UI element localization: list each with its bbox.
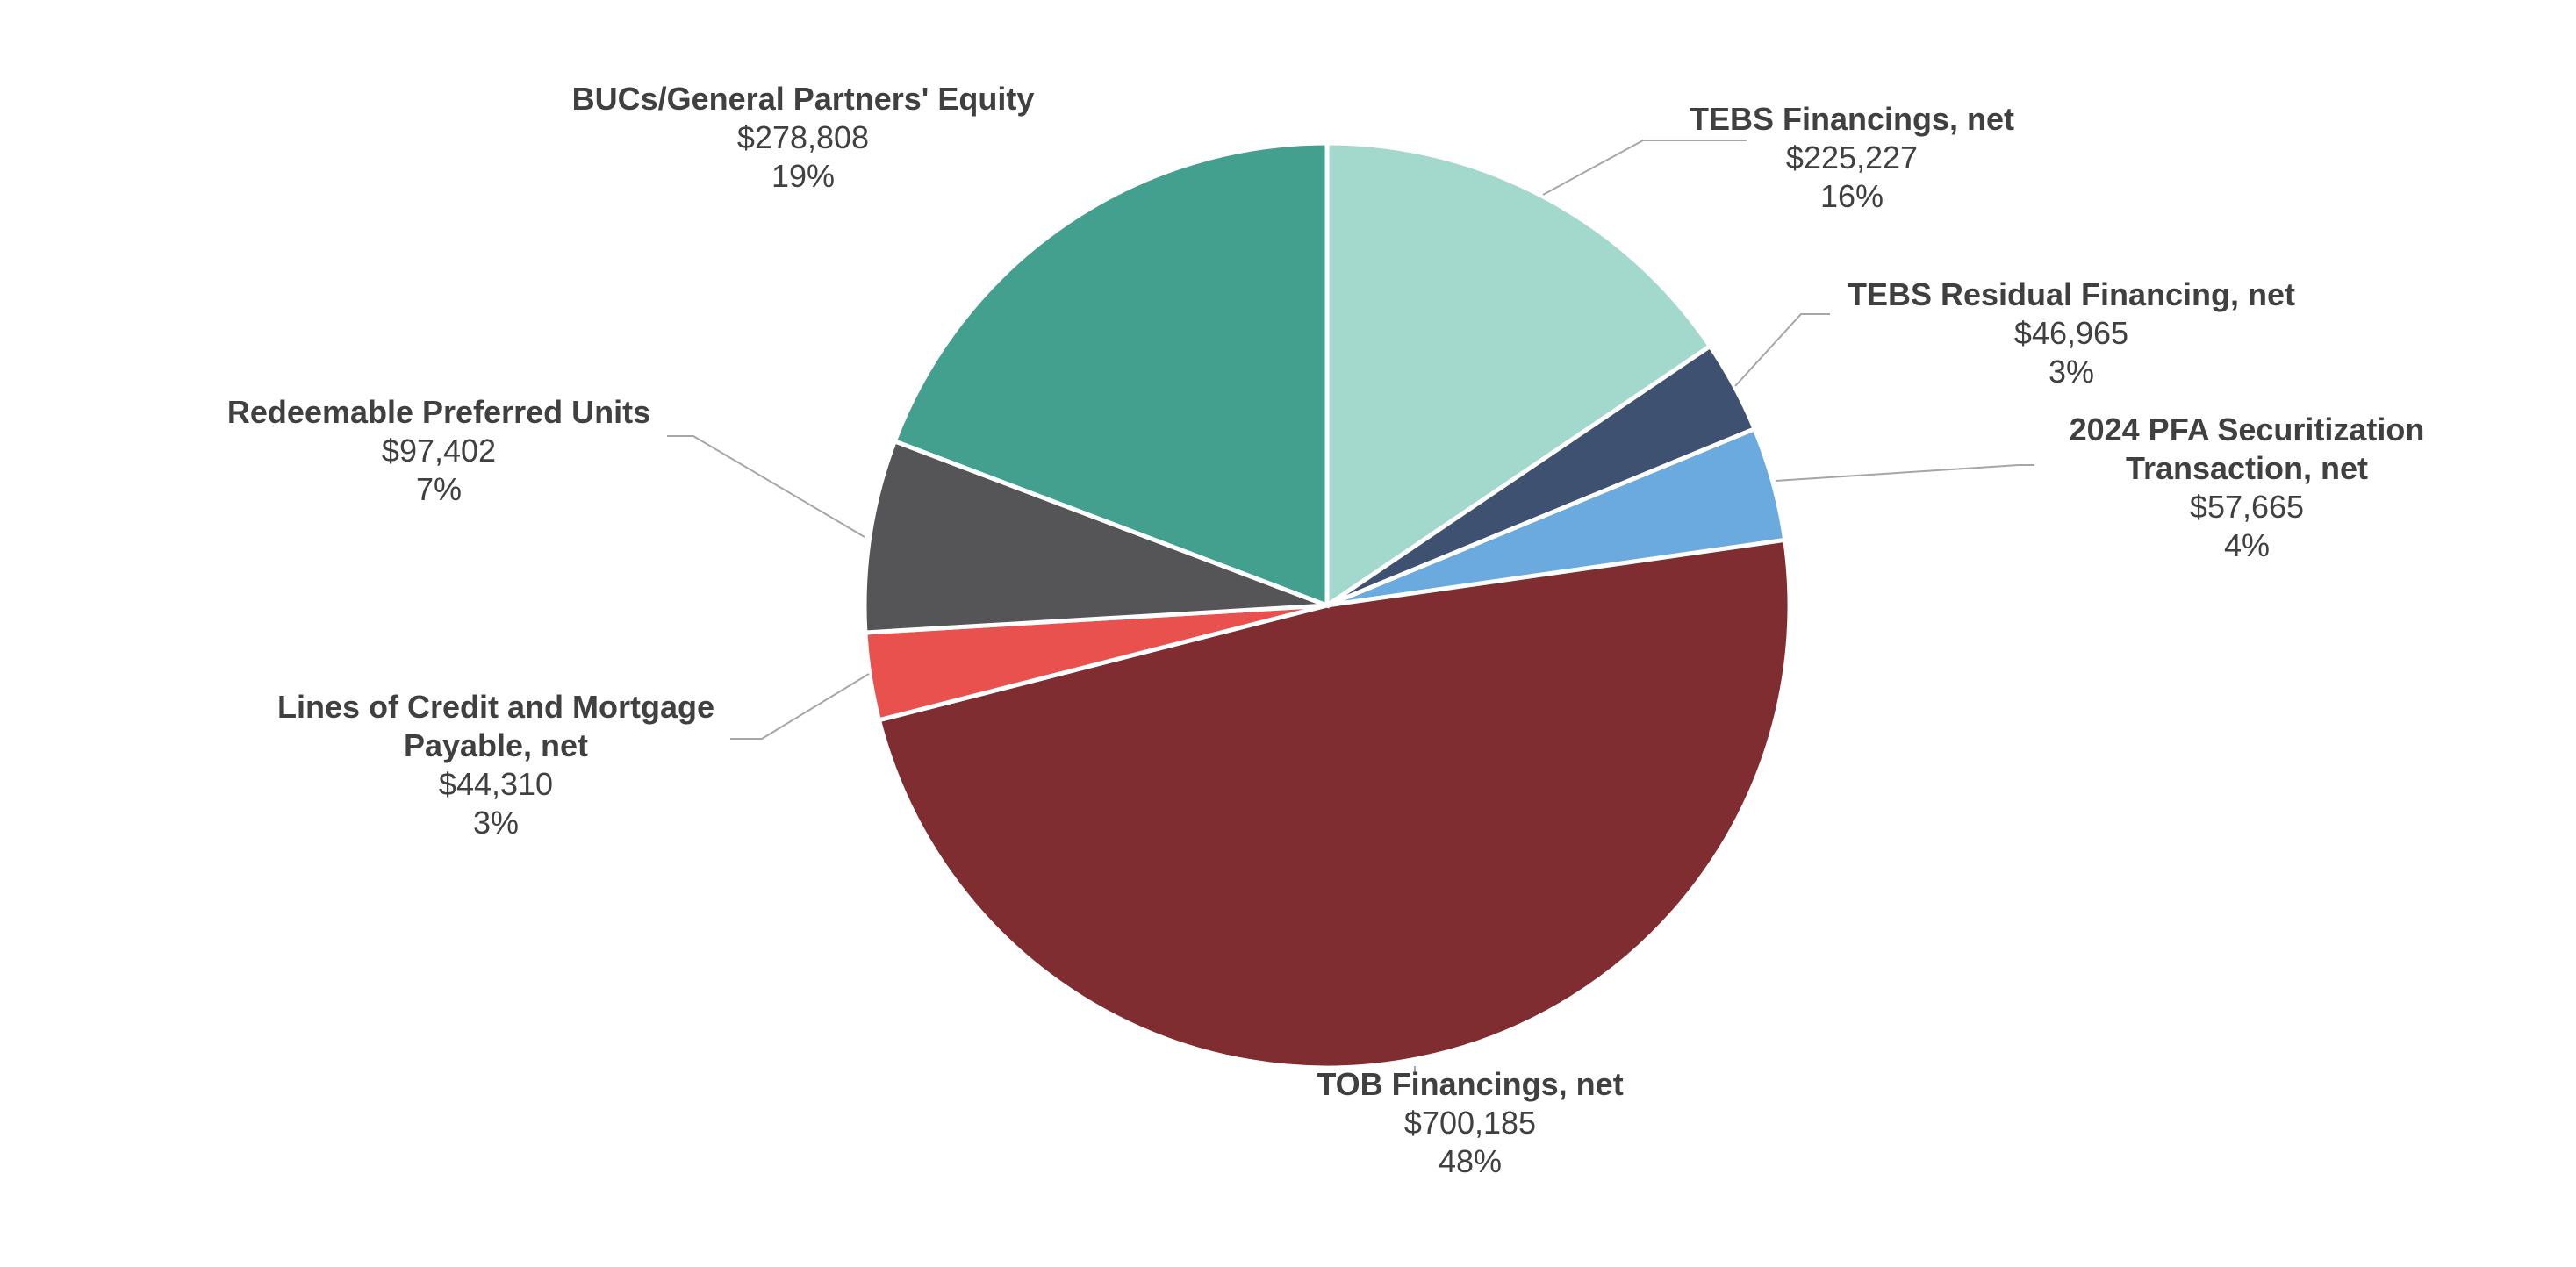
data-labels: TEBS Financings, net $225,227 16% TEBS Resi… [227, 81, 2425, 1179]
leader-line-redeemable-preferred-units [667, 435, 865, 538]
slice-name-bucs-general-partners-equity: BUCs/General Partners' Equity [572, 81, 1035, 117]
data-label-redeemable-preferred-units: Redeemable Preferred Units $97,402 7% [227, 394, 650, 507]
data-label-bucs-general-partners-equity: BUCs/General Partners' Equity $278,808 19% [572, 81, 1035, 194]
slice-percent-lines-of-credit-and-mortgage-payable-net: 3% [473, 805, 519, 841]
pie-slice-tebs-financings-net [1324, 140, 1713, 610]
slice-value-tob-financings-net: $700,185 [1404, 1105, 1536, 1141]
data-label-tebs-financings-net: TEBS Financings, net $225,227 16% [1690, 101, 2014, 214]
leader-line-lines-of-credit-and-mortgage-payable-net [730, 673, 870, 740]
slice-value-2024-pfa-securitization-transaction-net: $57,665 [2190, 489, 2304, 525]
slice-value-bucs-general-partners-equity: $278,808 [737, 119, 869, 155]
slice-value-redeemable-preferred-units: $97,402 [382, 433, 496, 469]
slice-percent-2024-pfa-securitization-transaction-net: 4% [2224, 527, 2270, 563]
data-label-2024-pfa-securitization-transaction-net: 2024 PFA Securitization Transaction, net $… [2070, 412, 2425, 563]
leader-line-tebs-financings-net [1542, 140, 1747, 196]
pie-slices [862, 140, 1792, 1070]
leader-line-tebs-residual-financing-net [1734, 313, 1830, 387]
leader-lines [667, 140, 2034, 1072]
slice-percent-tebs-financings-net: 16% [1820, 178, 1884, 214]
leader-line-2024-pfa-securitization-transaction-net [1775, 464, 2034, 482]
pie-slice-tob-financings-net [876, 537, 1792, 1070]
slice-name-redeemable-preferred-units: Redeemable Preferred Units [227, 394, 650, 430]
slice-percent-tebs-residual-financing-net: 3% [2049, 354, 2094, 390]
data-label-tob-financings-net: TOB Financings, net $700,185 48% [1317, 1066, 1623, 1179]
slice-value-tebs-financings-net: $225,227 [1786, 140, 1918, 175]
slice-value-tebs-residual-financing-net: $46,965 [2014, 315, 2128, 351]
slice-name-2024-pfa-securitization-transaction-net-line-2: Transaction, net [2126, 450, 2368, 486]
pie-slice-redeemable-preferred-units [862, 438, 1328, 635]
data-label-lines-of-credit-and-mortgage-payable-net: Lines of Credit and Mortgage Payable, net… [277, 689, 714, 841]
slice-value-lines-of-credit-and-mortgage-payable-net: $44,310 [439, 766, 553, 802]
slice-name-tebs-financings-net: TEBS Financings, net [1690, 101, 2014, 137]
data-label-tebs-residual-financing-net: TEBS Residual Financing, net $46,965 3% [1848, 276, 2295, 390]
slice-name-lines-of-credit-and-mortgage-payable-net-line-2: Payable, net [404, 727, 588, 763]
slice-name-tob-financings-net: TOB Financings, net [1317, 1066, 1623, 1102]
slice-percent-redeemable-preferred-units: 7% [416, 471, 462, 507]
slice-percent-tob-financings-net: 48% [1439, 1143, 1502, 1179]
slice-name-2024-pfa-securitization-transaction-net-line-1: 2024 PFA Securitization [2070, 412, 2425, 447]
slice-name-lines-of-credit-and-mortgage-payable-net-line-1: Lines of Credit and Mortgage [277, 689, 714, 725]
pie-slice-bucs-general-partners-equity [892, 140, 1330, 609]
slice-name-tebs-residual-financing-net: TEBS Residual Financing, net [1848, 276, 2295, 312]
slice-percent-bucs-general-partners-equity: 19% [771, 158, 835, 194]
